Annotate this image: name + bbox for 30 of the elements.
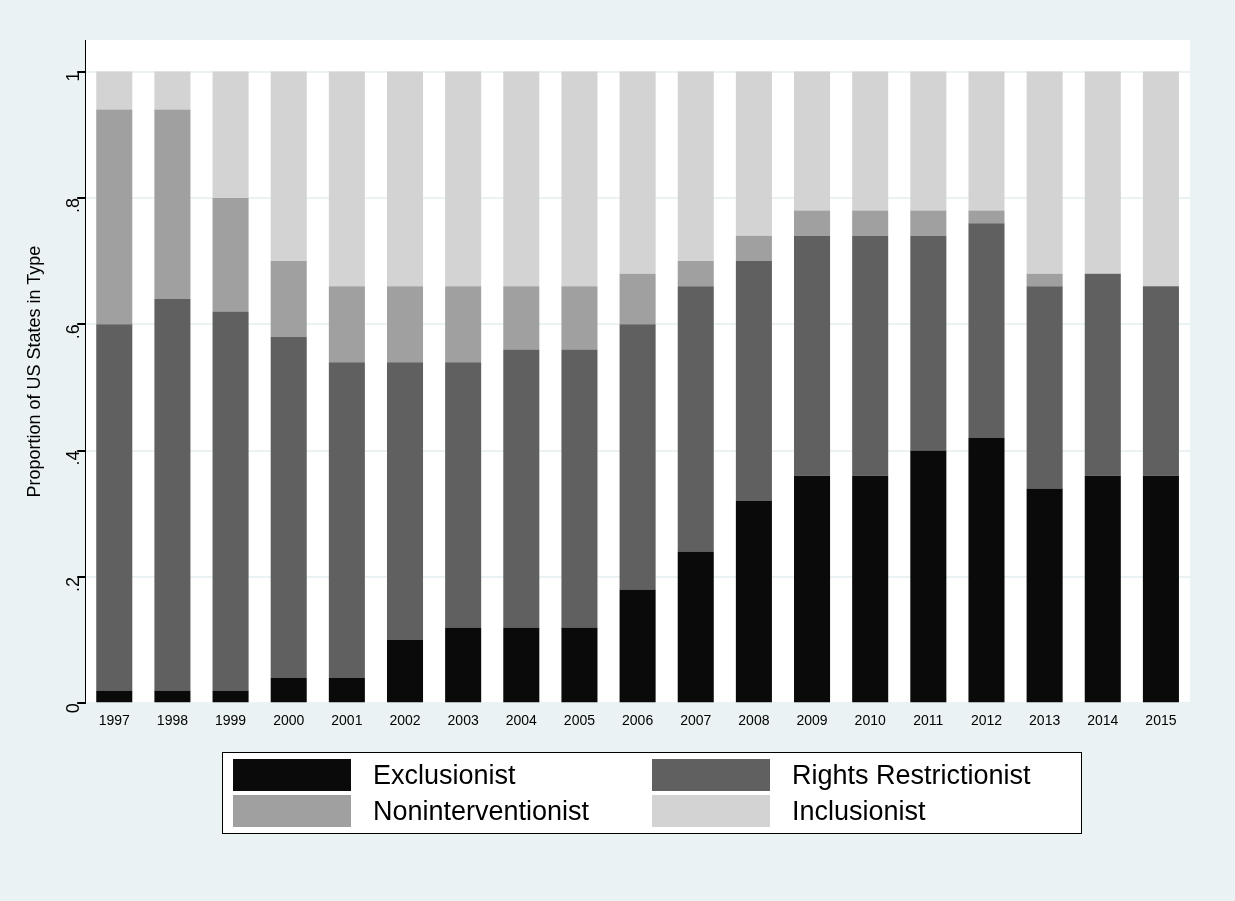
x-tick-label: 2008 <box>738 712 770 729</box>
y-tick-label: .2 <box>63 576 84 592</box>
x-tick-label: 1997 <box>98 712 131 729</box>
y-tick-label: 0 <box>63 703 84 714</box>
x-tick-label: 2006 <box>622 712 654 729</box>
x-tick-label: 2012 <box>970 712 1003 729</box>
x-tick-label: 1998 <box>156 712 189 729</box>
x-tick-label: 2000 <box>273 712 305 729</box>
x-tick-label: 2015 <box>1145 712 1177 729</box>
x-tick-label: 2011 <box>913 712 944 729</box>
y-axis-title: Proportion of US States in Type <box>23 245 44 498</box>
y-tick-label: .6 <box>63 324 84 340</box>
legend-label: Inclusionist <box>792 795 926 827</box>
legend-label: Noninterventionist <box>373 795 590 827</box>
x-tick-label: 2013 <box>1029 712 1061 729</box>
x-tick-label: 2004 <box>505 712 538 729</box>
x-tick-label: 2014 <box>1087 712 1119 729</box>
x-tick-label: 2010 <box>854 712 886 729</box>
y-tick-label: 1 <box>63 71 84 82</box>
x-tick-label: 2005 <box>563 712 596 729</box>
legend-label: Exclusionist <box>373 759 516 791</box>
x-tick-label: 2007 <box>680 712 712 729</box>
x-tick-label: 2003 <box>447 712 479 729</box>
x-tick-label: 1999 <box>214 712 247 729</box>
x-tick-label: 2009 <box>796 712 828 729</box>
y-tick-label: .8 <box>63 197 84 213</box>
legend-label: Rights Restrictionist <box>792 759 1031 791</box>
x-tick-label: 2001 <box>331 712 363 729</box>
y-tick-label: .4 <box>63 450 84 466</box>
x-tick-label: 2002 <box>389 712 421 729</box>
